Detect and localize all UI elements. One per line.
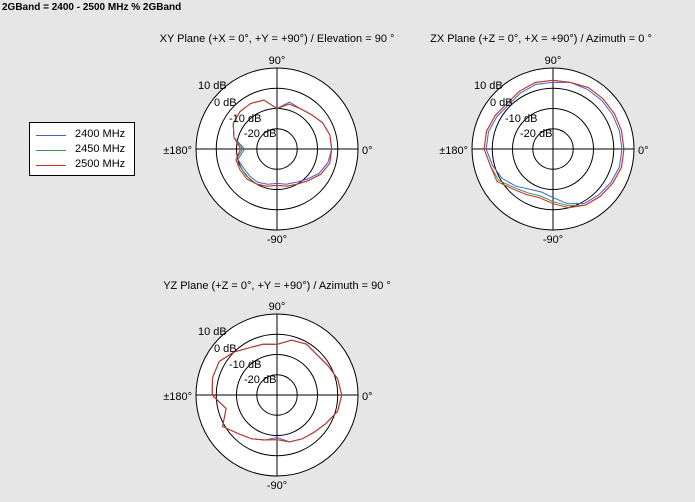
plot-title: YZ Plane (+Z = 0°, +Y = +90°) / Azimuth … xyxy=(163,280,391,292)
plot-title: ZX Plane (+Z = 0°, +X = +90°) / Azimuth … xyxy=(430,33,652,45)
angle-label-90: 90° xyxy=(269,55,286,67)
radial-label: -20 dB xyxy=(520,128,552,140)
radial-label: 10 dB xyxy=(198,80,227,92)
series-line-2500 xyxy=(232,99,333,187)
radial-label: 10 dB xyxy=(474,80,503,92)
angle-label-0: 0° xyxy=(362,391,373,403)
radial-label: -10 dB xyxy=(229,359,261,371)
polar-chart-2: ZX Plane (+Z = 0°, +X = +90°) / Azimuth … xyxy=(430,33,652,246)
radial-label: -20 dB xyxy=(244,128,276,140)
angle-label-180: ±180° xyxy=(163,391,192,403)
angle-label-90: 90° xyxy=(269,301,286,313)
legend-label-2400: 2400 MHz xyxy=(75,128,126,140)
angle-label-minus90: -90° xyxy=(267,480,287,492)
legend-swatch-2400 xyxy=(36,135,66,136)
angle-label-0: 0° xyxy=(638,145,649,157)
polar-chart-3: YZ Plane (+Z = 0°, +Y = +90°) / Azimuth … xyxy=(163,280,391,492)
series-line-2500 xyxy=(483,79,625,209)
radial-label: 10 dB xyxy=(198,326,227,338)
angle-label-minus90: -90° xyxy=(543,234,563,246)
legend-label-2500: 2500 MHz xyxy=(75,158,126,170)
page-title: 2GBand = 2400 - 2500 MHz % 2GBand xyxy=(2,2,182,13)
series-line-2500 xyxy=(211,339,343,443)
angle-label-90: 90° xyxy=(545,55,562,67)
polar-chart-1: XY Plane (+X = 0°, +Y = +90°) / Elevatio… xyxy=(160,33,395,246)
legend: 2400 MHz 2450 MHz 2500 MHz xyxy=(29,122,135,176)
legend-item-2500: 2500 MHz xyxy=(30,157,134,173)
radial-label: 0 dB xyxy=(214,97,237,109)
legend-swatch-2500 xyxy=(36,165,66,166)
angle-label-180: ±180° xyxy=(163,145,192,157)
radial-label: 0 dB xyxy=(490,97,513,109)
legend-item-2400: 2400 MHz xyxy=(30,127,134,143)
legend-item-2450: 2450 MHz xyxy=(30,142,134,158)
legend-swatch-2450 xyxy=(36,150,66,151)
radial-label: 0 dB xyxy=(214,343,237,355)
angle-label-180: ±180° xyxy=(439,145,468,157)
angle-label-minus90: -90° xyxy=(267,234,287,246)
angle-label-0: 0° xyxy=(362,145,373,157)
plot-title: XY Plane (+X = 0°, +Y = +90°) / Elevatio… xyxy=(160,33,395,45)
radial-label: -10 dB xyxy=(229,113,261,125)
legend-label-2450: 2450 MHz xyxy=(75,143,126,155)
series-line-2400 xyxy=(485,81,623,205)
radial-label: -10 dB xyxy=(505,113,537,125)
radial-label: -20 dB xyxy=(244,374,276,386)
